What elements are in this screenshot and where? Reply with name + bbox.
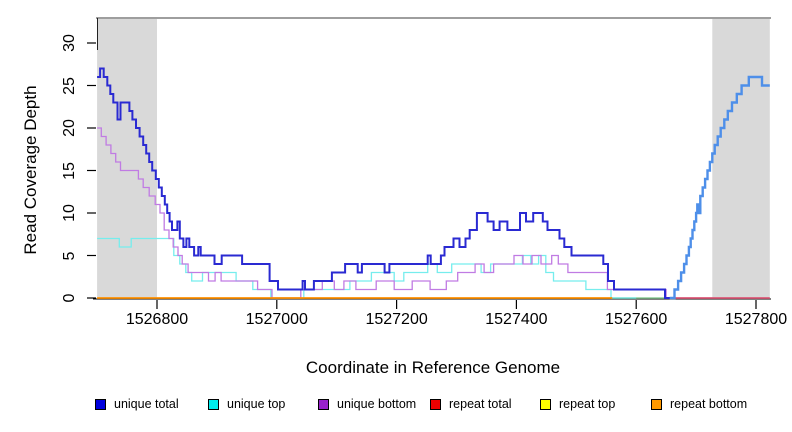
legend-item: unique total (95, 398, 179, 410)
y-tick-label: 25 (61, 76, 78, 95)
x-tick-label: 1526800 (125, 311, 189, 328)
legend-swatch-icon (540, 398, 551, 410)
legend-swatch-icon (651, 398, 662, 410)
legend-swatch-icon (95, 398, 106, 410)
y-tick-label: 15 (61, 161, 78, 180)
y-tick-label: 30 (61, 34, 78, 52)
series-unique-top (97, 237, 637, 299)
shaded-band (97, 19, 157, 298)
y-tick-label: 20 (61, 119, 78, 137)
legend-label: unique total (114, 397, 179, 411)
legend-label: repeat top (559, 397, 616, 411)
shaded-band (712, 19, 770, 298)
series-unique-total-right-rise-lighter-blue- (669, 75, 770, 300)
x-tick-label: 1527800 (724, 311, 788, 328)
legend-label: repeat total (449, 397, 512, 411)
y-tick-label: 10 (61, 204, 78, 222)
legend-swatch-icon (318, 398, 329, 410)
y-axis-title: Read Coverage Depth (21, 85, 40, 255)
legend-item: repeat top (540, 398, 615, 410)
legend-label: unique top (227, 397, 286, 411)
x-tick-label: 1527400 (485, 311, 548, 328)
series-unique-total (97, 67, 671, 299)
x-tick-label: 1527200 (365, 311, 428, 328)
y-tick-label: 5 (61, 251, 78, 260)
legend-swatch-icon (208, 398, 219, 410)
legend-swatch-icon (430, 398, 441, 410)
x-tick-label: 1527000 (245, 311, 308, 328)
legend-item: repeat total (430, 398, 512, 410)
legend-item: repeat bottom (651, 398, 747, 410)
legend-item: unique top (208, 398, 285, 410)
x-tick-label: 1527600 (605, 311, 668, 328)
x-axis-title: Coordinate in Reference Genome (305, 358, 561, 377)
y-tick-label: 0 (61, 293, 78, 303)
legend-label: unique bottom (337, 397, 417, 411)
legend-item: unique bottom (318, 398, 416, 410)
legend-label: repeat bottom (670, 397, 748, 411)
